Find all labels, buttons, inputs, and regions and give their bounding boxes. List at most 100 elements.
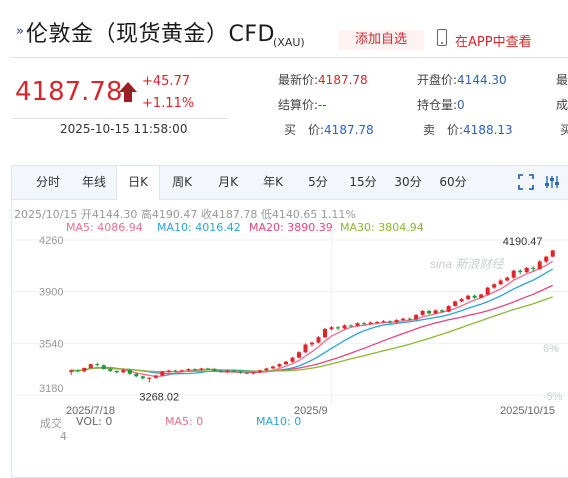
ma30-legend: MA30: 3804.94 [340, 221, 424, 234]
candle-body [329, 327, 334, 329]
candle-body [427, 310, 432, 314]
candle [381, 320, 386, 323]
candle [459, 297, 464, 303]
candle-body [225, 370, 230, 373]
candle [108, 368, 113, 373]
page-title: 伦敦金（现货黄金）CFD [26, 22, 275, 47]
candle-body [446, 306, 451, 312]
info-open: 4144.30 [91, 208, 138, 221]
candle [75, 369, 80, 373]
candle [407, 317, 412, 321]
candle-body [433, 310, 438, 314]
info-close-label: 收 [200, 208, 212, 221]
candle-body [479, 294, 484, 298]
candle [179, 369, 184, 373]
candle [303, 343, 308, 354]
candle [212, 368, 217, 372]
candle-body [257, 370, 262, 373]
candle-body [277, 364, 282, 367]
tab-15min[interactable]: 15分 [349, 175, 377, 189]
candle-body [518, 270, 523, 273]
candle [225, 369, 230, 373]
candle [244, 372, 249, 375]
field-label: 持仓量: [417, 98, 458, 112]
field-label: 结算价: [278, 98, 319, 112]
candle [277, 363, 282, 368]
candle-body [69, 370, 74, 373]
field-label: 买 价: [284, 123, 325, 137]
candle-body [192, 369, 197, 371]
candle-body [524, 267, 529, 273]
candle-body [492, 284, 497, 288]
x-tick-label: 2025/10/15 [500, 405, 555, 417]
candle [394, 319, 399, 324]
candle [349, 324, 354, 328]
candle [231, 369, 236, 373]
ohlc-info: 2025/10/15 开4144.30 高4190.47 收4187.78 低4… [14, 206, 356, 222]
candle [466, 294, 471, 301]
info-pct: 1.11% [320, 208, 356, 221]
field-label: 成 [556, 98, 568, 112]
candle-body [147, 377, 152, 379]
candle-body [82, 368, 87, 372]
title-symbol: (XAU) [273, 36, 305, 49]
info-close: 4187.78 [211, 208, 258, 221]
candle-body [316, 337, 321, 343]
candle [316, 336, 321, 344]
tab-timeshare[interactable]: 分时 [35, 175, 60, 189]
candle-body [550, 250, 555, 257]
candle [134, 373, 139, 378]
field-label: 卖 价: [423, 123, 464, 137]
candle [531, 266, 536, 272]
candle [485, 286, 490, 296]
ma30-line [71, 296, 553, 373]
candle [388, 320, 393, 324]
field-high-price: 最 [556, 71, 568, 88]
header-divider [10, 57, 568, 58]
field-value: -- [318, 98, 327, 112]
candle [362, 321, 367, 325]
tab-year-line[interactable]: 年线 [81, 175, 106, 189]
candle [414, 314, 419, 321]
candle [329, 326, 334, 331]
price-change: +45.77 [142, 74, 191, 89]
candle [199, 367, 204, 371]
tab-30min[interactable]: 30分 [394, 175, 422, 189]
tab-monthly-k[interactable]: 月K [218, 175, 238, 189]
volume-ma5: MA5: 0 [165, 415, 204, 428]
candle-body [205, 368, 210, 370]
field-settle-price: 结算价:-- [278, 96, 327, 113]
y-tick-label: 3180 [39, 383, 63, 395]
field-label: 最 [556, 73, 568, 87]
field-open-interest: 持仓量:0 [417, 96, 465, 113]
ma5-legend: MA5: 4086.94 [66, 221, 143, 234]
tab-weekly-k[interactable]: 周K [172, 175, 192, 189]
tab-yearly-k[interactable]: 年K [263, 175, 283, 189]
quote-divider [12, 118, 228, 119]
candle-body [244, 372, 249, 374]
watermark-logo: sina 新浪财经 [430, 257, 505, 271]
tab-5min[interactable]: 5分 [308, 175, 328, 189]
candle-body [472, 295, 477, 298]
candle-body [283, 361, 288, 365]
fullscreen-icon[interactable] [518, 174, 534, 190]
candle [524, 266, 529, 274]
candle-body [296, 352, 302, 358]
candle-body [199, 368, 204, 370]
candle [342, 324, 347, 330]
candle [160, 370, 165, 377]
tab-daily-k[interactable]: 日K [116, 166, 160, 200]
candle [140, 375, 145, 380]
candlestick-chart[interactable]: sina 新浪财经 4260 3900 3540 3180 6% -5% 2025/7/18… [12, 200, 568, 478]
y-tick-label: 3900 [39, 287, 63, 299]
settings-icon[interactable] [544, 174, 560, 190]
tab-60min[interactable]: 60分 [439, 175, 467, 189]
min-price-label: 3268.02 [139, 391, 179, 403]
open-in-app-link[interactable]: 在APP中查看 [455, 35, 532, 50]
candle [114, 370, 119, 374]
candle-body [134, 373, 139, 377]
price-change-pct: +1.11% [142, 96, 195, 111]
add-watchlist-button[interactable]: 添加自选 [338, 30, 424, 50]
last-price: 4187.78 [15, 77, 123, 107]
candle [355, 322, 360, 327]
